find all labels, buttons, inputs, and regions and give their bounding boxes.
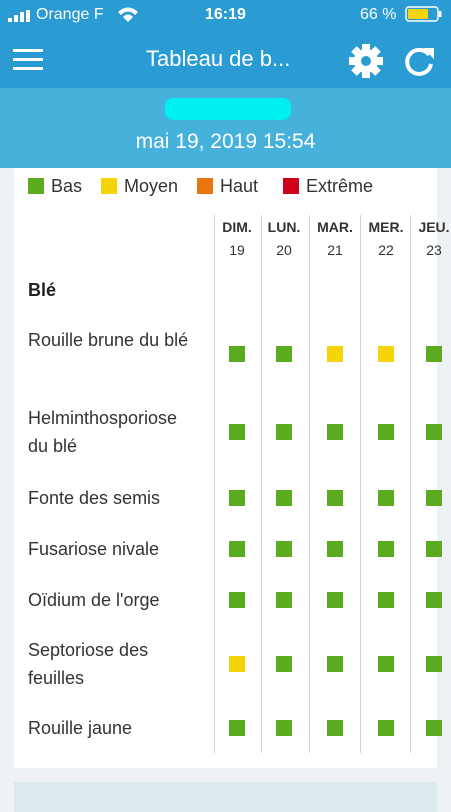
risk-cell [327,656,343,672]
risk-card [14,168,437,768]
risk-cell [327,541,343,557]
risk-cell [229,592,245,608]
legend-label: Bas [51,176,83,196]
legend-label: Moyen [124,176,179,196]
risk-cell [229,720,245,736]
refresh-button[interactable] [402,44,436,78]
section-title: Blé [28,280,57,300]
day-date: 20 [276,242,292,258]
settings-button[interactable] [348,43,384,79]
column-divider [261,215,262,753]
risk-cell [276,541,292,557]
row-label: Oïdium de l'orge [28,590,160,610]
risk-cell [276,346,292,362]
risk-cell [426,490,442,506]
risk-cell [327,424,343,440]
risk-cell [276,490,292,506]
legend-label: Extrême [306,176,374,196]
row-label: Fusariose nivale [28,539,160,559]
app-header: Orange F 16:19 66 % Tableau de b... [0,0,451,88]
risk-cell [327,346,343,362]
risk-cell [229,541,245,557]
day-name: LUN. [267,219,301,235]
risk-cell [378,541,394,557]
day-date: 21 [327,242,343,258]
risk-cell [378,656,394,672]
risk-cell [276,720,292,736]
risk-cell [378,424,394,440]
risk-cell [426,592,442,608]
risk-cell [426,720,442,736]
legend-swatch [28,178,44,194]
risk-cell [378,490,394,506]
risk-cell [229,656,245,672]
risk-cell [426,346,442,362]
column-divider [410,215,411,753]
battery-icon [405,6,442,22]
risk-cell [276,424,292,440]
legend-swatch [283,178,299,194]
column-divider [214,215,215,753]
row-label: Helminthosporiose du blé [28,408,178,456]
menu-button[interactable] [13,47,43,71]
signal-icon [8,10,30,22]
risk-cell [229,490,245,506]
legend-swatch [197,178,213,194]
day-name: MER. [368,219,404,235]
legend-label: Haut [220,176,259,196]
risk-cell [378,592,394,608]
risk-cell [378,720,394,736]
day-name: MAR. [317,219,353,235]
clock: 16:19 [205,6,246,23]
risk-cell [276,592,292,608]
redaction [165,98,291,120]
day-name: DIM. [222,219,252,235]
day-name: JEU. [418,219,450,235]
risk-cell [229,346,245,362]
risk-cell [426,424,442,440]
column-divider [309,215,310,753]
risk-cell [327,490,343,506]
risk-cell [426,541,442,557]
row-label: Rouille jaune [28,718,133,738]
column-divider [360,215,361,753]
row-label: Septoriose des feuilles [28,640,149,688]
header-title: Tableau de b... [146,46,291,71]
risk-cell [327,592,343,608]
row-label: Rouille brune du blé [28,330,189,350]
day-date: 23 [426,242,442,258]
legend-swatch [101,178,117,194]
risk-cell [378,346,394,362]
risk-cell [426,656,442,672]
day-date: 22 [378,242,394,258]
subheader: mai 19, 2019 15:54 [0,88,451,168]
risk-cell [276,656,292,672]
risk-cell [327,720,343,736]
row-label: Fonte des semis [28,488,161,508]
carrier: Orange F [36,6,104,23]
date-time: mai 19, 2019 15:54 [135,130,316,153]
battery-text: 66 % [360,6,397,23]
wifi-icon [118,7,138,22]
day-date: 19 [229,242,245,258]
risk-cell [229,424,245,440]
